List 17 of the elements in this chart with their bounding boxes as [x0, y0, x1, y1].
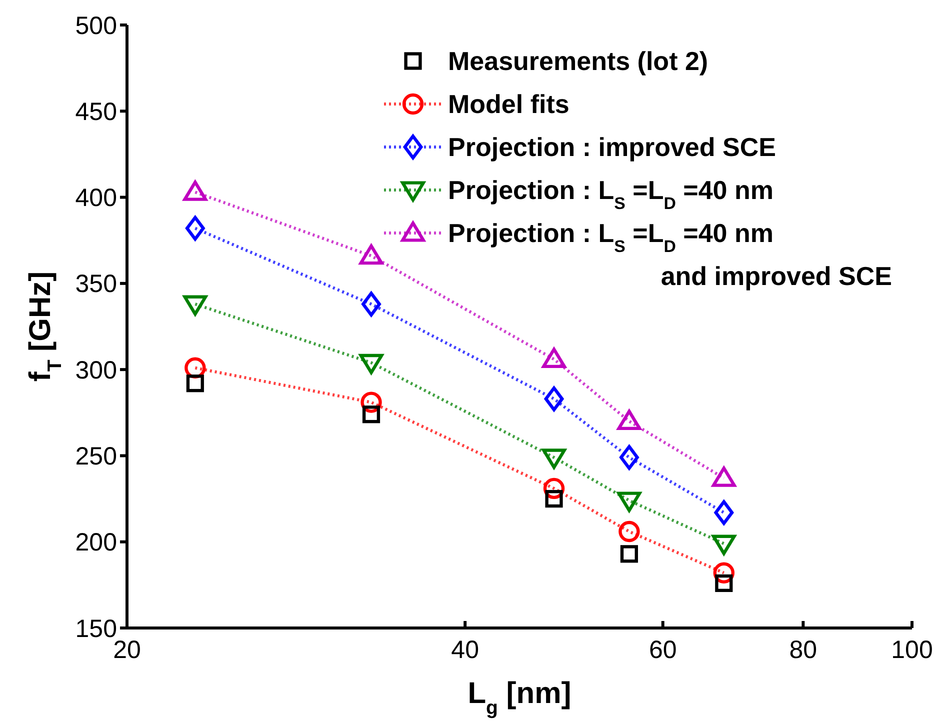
- legend-label: Projection : improved SCE: [448, 132, 776, 162]
- y-tick-label: 400: [75, 184, 117, 212]
- legend-label: Measurements (lot 2): [448, 46, 708, 76]
- y-tick-label: 450: [75, 98, 117, 126]
- y-tick-label: 200: [75, 528, 117, 557]
- y-tick-label: 350: [75, 270, 117, 298]
- legend-label: Projection : L$_{S}$ =L$_{D}$ =40 nm and improved SCE: [448, 218, 892, 292]
- legend-label: Model fits: [448, 89, 570, 120]
- x-tick-label: 60: [648, 636, 677, 664]
- x-tick-label: 40: [451, 636, 479, 664]
- x-axis-title: L$_{g}$ [nm]: [468, 677, 572, 719]
- y-tick-label: 300: [75, 356, 117, 384]
- x-tick-label: 100: [891, 636, 933, 664]
- y-tick-label: 250: [75, 442, 117, 470]
- x-tick-label: 80: [789, 636, 818, 664]
- y-tick-label: 500: [75, 12, 117, 40]
- legend-label: Projection : L$_{S}$ =L$_{D}$ =40 nm: [448, 175, 774, 213]
